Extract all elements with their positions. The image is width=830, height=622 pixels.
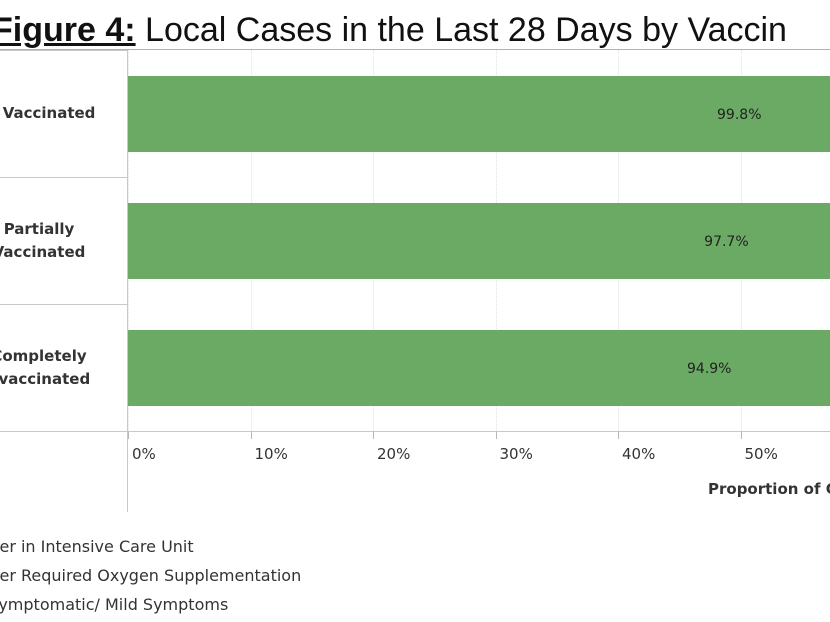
chart-title: Figure 4: Local Cases in the Last 28 Day… [0,4,787,56]
bar [128,76,830,152]
bar [128,330,830,406]
category-label-line: Completely [0,346,87,365]
category-label-line: Partially [3,219,75,238]
category-label: Partially Vaccinated [0,218,118,264]
x-tick-mark [128,432,129,439]
legend-item-oxygen: ver Required Oxygen Supplementation [0,566,302,585]
legend: ver in Intensive Care Unit ver Required … [0,532,301,619]
x-tick-label: 50% [744,445,778,463]
legend-item-mild: symptomatic/ Mild Symptoms [0,595,229,614]
category-label: Completely nvaccinated [0,345,118,391]
x-tick-label: 20% [377,445,411,463]
x-tick-label: 10% [254,445,288,463]
bar [128,203,830,279]
row-separator [0,304,127,305]
category-label: ly Vaccinated [0,102,118,125]
x-tick-mark [373,432,374,439]
x-tick-mark [740,432,742,439]
bar-value-label: 99.8% [717,107,762,123]
legend-item-icu: ver in Intensive Care Unit [0,537,194,556]
x-axis-label: Proportion of C [708,480,830,498]
x-axis-line [127,431,830,432]
x-tick-mark [495,432,497,439]
category-label-line: nvaccinated [0,369,91,388]
x-tick-mark [618,432,619,439]
category-label-line: ly Vaccinated [0,104,96,122]
row-separator [0,177,127,178]
title-divider [0,49,830,50]
row-separator [0,50,127,51]
x-tick-label: 30% [499,445,533,463]
row-header-divider [127,50,128,512]
category-label-line: Vaccinated [0,242,86,261]
figure-number: Figure 4: [0,11,136,49]
bar-value-label: 97.7% [704,234,749,250]
x-tick-label: 40% [622,445,656,463]
row-separator [0,431,127,432]
x-tick-label: 0% [132,445,156,463]
x-tick-mark [250,432,252,439]
figure-title-text: Local Cases in the Last 28 Days by Vacci… [145,11,787,49]
bar-value-label: 94.9% [687,361,732,377]
